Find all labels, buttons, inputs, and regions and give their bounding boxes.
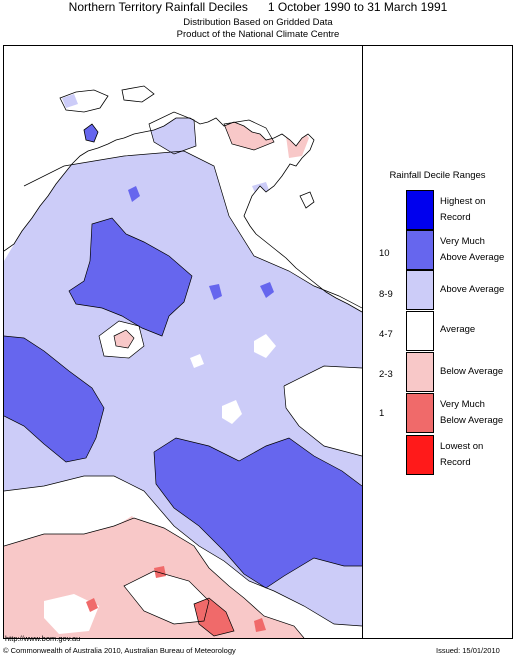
map-subtitle-method: Distribution Based on Gridded Data [183, 17, 333, 28]
legend-label-below: Below Average [440, 366, 504, 377]
swatch-below-average [406, 352, 434, 392]
very-much-below-average-area [194, 598, 234, 636]
island [121, 85, 155, 103]
island [83, 123, 99, 143]
very-much-above-average-area [154, 438, 362, 588]
above-average-area [334, 330, 362, 352]
average-pocket [284, 366, 362, 456]
swatch-average [406, 311, 434, 351]
decile-4-7: 4-7 [379, 329, 393, 340]
average-pocket [254, 334, 276, 358]
legend-label-very-much-below: Very Much Below Average [440, 399, 504, 426]
swatch-very-much-below-average [406, 393, 434, 433]
swatch-very-much-above-average [406, 230, 434, 270]
groote-eylandt [299, 191, 315, 209]
legend-title: Rainfall Decile Ranges [389, 170, 486, 181]
swatch-lowest-on-record [406, 435, 434, 475]
very-much-above-average-area [69, 218, 192, 336]
copyright-notice: © Commonwealth of Australia 2010, Austra… [3, 646, 236, 655]
very-much-below-average-area [254, 618, 266, 632]
average-pocket [222, 400, 242, 424]
map-title: Northern Territory Rainfall Deciles 1 Oc… [68, 0, 448, 14]
very-much-below-average-area [86, 598, 98, 612]
bom-url: http://www.bom.gov.au [5, 634, 81, 643]
very-much-above-average-area [209, 284, 222, 300]
average-pocket [124, 571, 209, 624]
decile-8-9: 8-9 [379, 289, 393, 300]
rainfall-decile-map [4, 85, 362, 638]
map-subtitle-product: Product of the National Climate Centre [176, 29, 340, 40]
average-pocket [44, 594, 99, 634]
legend-label-above: Above Average [440, 284, 505, 295]
decile-2-3: 2-3 [379, 369, 393, 380]
decile-1: 1 [379, 408, 385, 419]
average-pocket [190, 354, 204, 368]
coastline [4, 117, 362, 313]
legend-label-highest: Highest on Record [440, 196, 486, 223]
legend-label-lowest: Lowest on Record [440, 441, 484, 468]
legend-divider [362, 45, 363, 639]
swatch-above-average [406, 270, 434, 310]
legend-label-average: Average [440, 324, 476, 335]
below-average-pocket [114, 330, 134, 348]
very-much-below-average-area [154, 566, 166, 578]
very-much-above-average-area [260, 282, 274, 298]
island-shading [62, 94, 78, 108]
map-frame [3, 45, 513, 639]
very-much-above-average-area [128, 186, 140, 202]
issued-date: Issued: 15/01/2010 [436, 646, 500, 655]
swatch-highest-on-record [406, 190, 434, 230]
decile-10: 10 [379, 248, 390, 259]
legend-label-very-much-above: Very Much Above Average [440, 236, 505, 263]
